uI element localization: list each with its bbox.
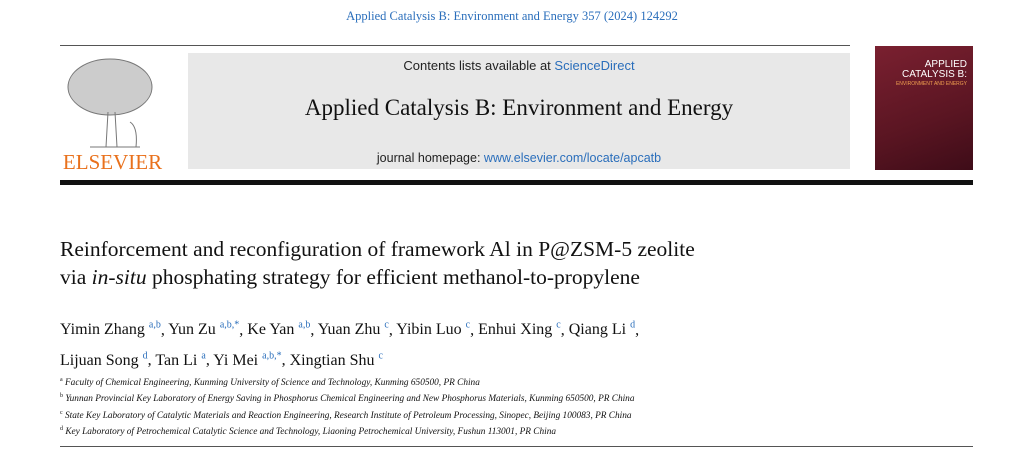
cover-title: APPLIED CATALYSIS B: <box>901 59 967 80</box>
title-text: phosphating strategy for efficient metha… <box>146 265 640 289</box>
author-name[interactable]: Enhui Xing <box>478 321 553 339</box>
homepage-prefix: journal homepage: <box>376 151 484 165</box>
author[interactable]: Lijuan Song d <box>60 350 148 369</box>
journal-header-box <box>188 53 850 169</box>
author[interactable]: Yi Mei a,b,* <box>213 350 282 369</box>
affiliation: d Key Laboratory of Petrochemical Cataly… <box>60 423 960 439</box>
author-name[interactable]: Yi Mei <box>213 351 259 369</box>
author-name[interactable]: Yuan Zhu <box>317 321 381 339</box>
author-affiliation-marker[interactable]: a,b,* <box>262 350 282 362</box>
author[interactable]: Ke Yan a,b <box>247 320 311 339</box>
contents-prefix: Contents lists available at <box>403 58 555 73</box>
author[interactable]: Enhui Xing c <box>478 320 561 339</box>
title-line-2: via in-situ phosphating strategy for eff… <box>60 263 960 291</box>
author-affiliation-marker[interactable]: d <box>142 350 148 362</box>
affiliation: b Yunnan Provincial Key Laboratory of En… <box>60 390 960 406</box>
author-name[interactable]: Yibin Luo <box>396 321 462 339</box>
affiliation-text: Yunnan Provincial Key Laboratory of Ener… <box>65 394 635 405</box>
author-affiliation-marker[interactable]: c <box>378 350 383 362</box>
author[interactable]: Yimin Zhang a,b <box>60 320 161 339</box>
elsevier-tree-logo <box>67 58 153 148</box>
affiliation-key: a <box>60 377 63 383</box>
article-title: Reinforcement and reconfiguration of fra… <box>60 235 960 291</box>
affiliation: a Faculty of Chemical Engineering, Kunmi… <box>60 374 960 390</box>
sciencedirect-link[interactable]: ScienceDirect <box>554 58 635 73</box>
divider <box>60 446 973 447</box>
author-name[interactable]: Xingtian Shu <box>289 351 375 369</box>
author-name[interactable]: Yimin Zhang <box>60 321 145 339</box>
affiliation: c State Key Laboratory of Catalytic Mate… <box>60 407 960 423</box>
author[interactable]: Tan Li a <box>155 350 206 369</box>
divider <box>60 45 850 46</box>
homepage-line: journal homepage: www.elsevier.com/locat… <box>188 151 850 165</box>
author-affiliation-marker[interactable]: d <box>630 320 636 331</box>
affiliation-key: d <box>60 425 63 432</box>
publisher-logo-text: ELSEVIER <box>62 150 163 174</box>
author-affiliation-marker[interactable]: a,b <box>298 320 311 331</box>
author-list: Yimin Zhang a,b, Yun Zu a,b,*, Ke Yan a,… <box>60 320 640 369</box>
contents-line: Contents lists available at ScienceDirec… <box>188 58 850 73</box>
homepage-link[interactable]: www.elsevier.com/locate/apcatb <box>483 151 662 165</box>
author-affiliation-marker[interactable]: a <box>201 350 206 362</box>
author-affiliation-marker[interactable]: c <box>465 320 471 331</box>
author-affiliation-marker[interactable]: c <box>556 320 561 331</box>
journal-cover[interactable]: APPLIED CATALYSIS B: ENVIRONMENT AND ENE… <box>875 46 973 170</box>
title-line-1: Reinforcement and reconfiguration of fra… <box>60 237 695 261</box>
affiliation-text: Faculty of Chemical Engineering, Kunming… <box>65 378 480 389</box>
author[interactable]: Qiang Li d <box>568 320 636 339</box>
affiliation-text: State Key Laboratory of Catalytic Materi… <box>65 410 632 421</box>
author-name[interactable]: Ke Yan <box>247 321 295 339</box>
author-affiliation-marker[interactable]: a,b,* <box>219 320 240 331</box>
title-text: via <box>60 265 92 289</box>
author-affiliation-marker[interactable]: a,b <box>148 320 161 331</box>
author-name[interactable]: Lijuan Song <box>60 351 139 369</box>
journal-title: Applied Catalysis B: Environment and Ene… <box>304 95 734 120</box>
author-name[interactable]: Tan Li <box>155 351 198 369</box>
author[interactable]: Xingtian Shu c <box>289 350 383 369</box>
title-italic: in-situ <box>91 265 147 289</box>
journal-citation[interactable]: Applied Catalysis B: Environment and Ene… <box>346 9 678 23</box>
affiliation-text: Key Laboratory of Petrochemical Catalyti… <box>65 426 557 437</box>
affiliation-key: c <box>60 409 63 416</box>
cover-subtitle: ENVIRONMENT AND ENERGY <box>895 81 967 87</box>
author[interactable]: Yuan Zhu c <box>317 320 389 339</box>
author-name[interactable]: Yun Zu <box>168 321 216 339</box>
author-name[interactable]: Qiang Li <box>568 321 627 339</box>
author[interactable]: Yibin Luo c <box>396 320 471 339</box>
author-affiliation-marker[interactable]: c <box>384 320 389 331</box>
affiliation-list: a Faculty of Chemical Engineering, Kunmi… <box>60 374 960 439</box>
author[interactable]: Yun Zu a,b,* <box>168 320 240 339</box>
affiliation-key: b <box>60 393 63 400</box>
header-rule <box>60 180 973 185</box>
